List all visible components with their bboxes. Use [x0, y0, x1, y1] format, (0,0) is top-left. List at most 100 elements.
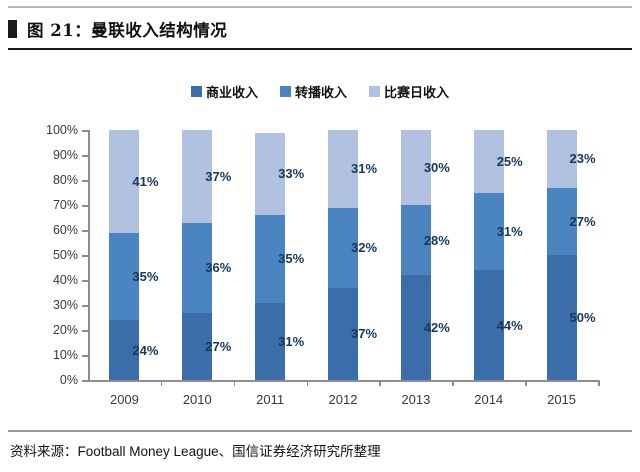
y-axis-tick	[82, 280, 88, 282]
legend-item-1[interactable]: 商业收入	[190, 82, 258, 101]
legend-item-2[interactable]: 转播收入	[279, 82, 347, 101]
y-axis-tick	[82, 155, 88, 157]
bar-segment-label: 32%	[350, 240, 378, 255]
bar-segment[interactable]: 30%	[400, 130, 450, 205]
y-axis-tick	[82, 230, 88, 232]
bar-segment[interactable]: 23%	[546, 130, 596, 188]
y-axis-tick	[82, 130, 88, 132]
y-axis-tick-label: 80%	[52, 173, 78, 187]
y-axis-tick	[82, 355, 88, 357]
stacked-bar[interactable]: 44% 31% 25%	[473, 130, 523, 380]
figure-marker-icon	[8, 20, 17, 38]
bar-segment[interactable]: 37%	[182, 130, 231, 223]
chart-legend: 商业收入 转播收入 比赛日收入	[0, 82, 640, 101]
y-axis-tick	[82, 180, 88, 182]
bar-group: 50% 27% 23%	[546, 130, 596, 380]
bar-segment[interactable]: 27%	[546, 187, 596, 255]
y-axis-tick	[82, 330, 88, 332]
bar-segment-label: 37%	[350, 326, 378, 342]
y-axis-tick-label: 0%	[59, 373, 78, 387]
legend-swatch-icon	[279, 86, 291, 97]
legend-swatch-icon	[369, 86, 380, 97]
x-axis-tick	[452, 380, 454, 386]
legend-item-3[interactable]: 比赛日收入	[369, 82, 449, 101]
bar-segment-label: 28%	[423, 232, 450, 248]
bar-segment[interactable]: 35%	[109, 232, 158, 320]
bar-segment[interactable]: 24%	[109, 320, 158, 380]
bar-group: 37% 32% 31%	[328, 130, 377, 380]
bar-segment[interactable]: 31%	[328, 130, 377, 208]
bar-group: 27% 36% 37%	[182, 130, 231, 380]
bar-segment-label: 23%	[569, 151, 596, 167]
bar-segment[interactable]: 32%	[328, 207, 377, 288]
legend-swatch-icon	[190, 86, 202, 97]
bar-segment[interactable]: 41%	[109, 130, 158, 233]
x-axis-tick	[306, 380, 309, 386]
x-axis-line	[88, 380, 599, 382]
y-axis-tick-label: 50%	[52, 248, 78, 262]
y-axis-tick	[82, 255, 88, 257]
y-axis-tick-label: 70%	[52, 198, 78, 212]
y-axis-tick-label: 10%	[52, 348, 78, 362]
bar-segment[interactable]: 36%	[182, 222, 231, 313]
y-axis-tick	[82, 305, 88, 307]
y-axis-tick	[82, 380, 88, 382]
bar-segment-label: 27%	[569, 213, 596, 229]
x-axis-tick	[525, 380, 527, 386]
x-axis-tick-label: 2010	[182, 392, 212, 407]
y-axis-tick	[82, 205, 88, 207]
x-axis-tick	[233, 380, 236, 386]
bar-segment-label: 35%	[132, 268, 159, 284]
legend-label: 比赛日收入	[384, 86, 450, 101]
chart-plot-area: 0% 10% 20% 30% 40% 50% 60% 70% 80% 90% 100% 2009 20…	[0, 112, 640, 412]
bar-segment[interactable]: 42%	[400, 275, 450, 380]
bar-segment-label: 41%	[132, 173, 159, 189]
bars-container: 24% 35% 41% 27% 36% 37% 31% 35% 33% 37% 32% 31% 42% 2…	[88, 130, 598, 380]
bar-segment-label: 31%	[278, 333, 305, 349]
bar-segment[interactable]: 37%	[328, 287, 377, 380]
bar-group: 31% 35% 33%	[255, 130, 304, 380]
bar-segment[interactable]: 28%	[400, 205, 450, 275]
legend-label: 商业收入	[205, 86, 258, 101]
bar-group: 42% 28% 30%	[400, 130, 450, 380]
stacked-bar[interactable]: 42% 28% 30%	[400, 130, 450, 380]
bar-segment[interactable]: 31%	[255, 302, 304, 380]
y-axis-tick-label: 90%	[52, 148, 78, 162]
y-axis-tick-label: 40%	[52, 273, 78, 287]
bar-segment[interactable]: 44%	[473, 270, 523, 380]
title-divider	[8, 48, 632, 50]
bar-segment[interactable]: 50%	[546, 255, 596, 380]
footer-divider	[8, 430, 632, 432]
x-axis-tick-label: 2011	[256, 392, 285, 407]
x-axis-tick-label: 2012	[328, 392, 358, 407]
bar-segment-label: 30%	[423, 160, 450, 175]
bar-group: 44% 31% 25%	[473, 130, 523, 380]
source-note: 资料来源：Football Money League、国信证券经济研究所整理	[10, 440, 381, 460]
bar-segment-label: 27%	[205, 338, 232, 354]
source-latin: Football Money League	[77, 444, 219, 459]
bar-segment-label: 31%	[350, 161, 378, 177]
legend-label: 转播收入	[294, 86, 347, 101]
bar-segment-label: 42%	[423, 320, 450, 335]
bar-group: 24% 35% 41%	[109, 130, 158, 380]
stacked-bar[interactable]: 24% 35% 41%	[109, 130, 158, 380]
bar-segment-label: 33%	[278, 166, 305, 182]
bar-segment[interactable]: 25%	[473, 130, 523, 193]
x-axis-tick	[379, 380, 381, 386]
bar-segment-label: 31%	[496, 223, 523, 239]
page-title: 图 21：曼联收入结构情况	[27, 21, 228, 40]
bar-segment[interactable]: 27%	[182, 312, 231, 380]
bar-segment[interactable]: 31%	[473, 192, 523, 270]
stacked-bar[interactable]: 27% 36% 37%	[182, 130, 231, 380]
bar-segment-label: 44%	[496, 317, 523, 333]
stacked-bar[interactable]: 37% 32% 31%	[328, 130, 377, 380]
bar-segment[interactable]: 33%	[255, 132, 304, 215]
bar-segment-label: 25%	[496, 153, 523, 169]
x-axis-tick-label: 2013	[401, 392, 431, 407]
source-prefix: 资料来源：	[10, 444, 78, 460]
source-suffix: 、国信证券经济研究所整理	[218, 444, 381, 460]
bar-segment[interactable]: 35%	[255, 215, 304, 303]
stacked-bar[interactable]: 50% 27% 23%	[546, 130, 596, 380]
bar-segment-label: 36%	[205, 260, 232, 275]
stacked-bar[interactable]: 31% 35% 33%	[255, 132, 304, 380]
